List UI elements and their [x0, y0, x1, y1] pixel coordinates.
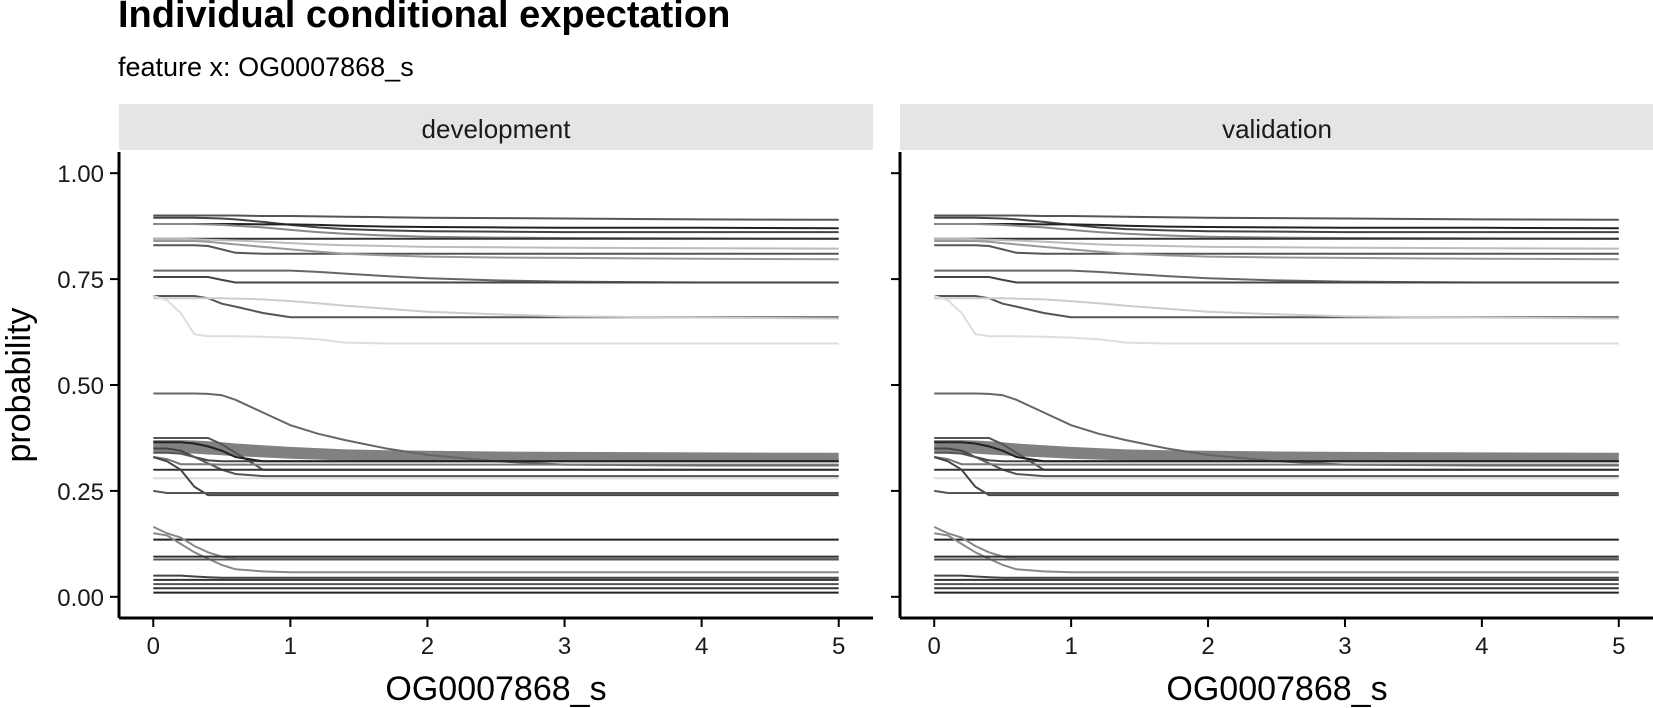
ice-line: [153, 392, 839, 467]
ice-line: [934, 441, 1619, 463]
y-tick-label: 0.75: [57, 267, 104, 294]
ice-line: [153, 237, 839, 250]
y-axis-ticks: 0.00 0.25 0.50 0.75 1.00: [57, 161, 119, 612]
x-tick-label: 0: [147, 633, 160, 660]
y-tick-label: 0.00: [57, 585, 104, 612]
ice-line: [934, 574, 1619, 579]
ice-line: [153, 451, 839, 478]
x-tick-label: 3: [558, 633, 571, 660]
x-tick-label: 1: [284, 633, 297, 660]
ice-line: [934, 392, 1619, 467]
ice-line: [934, 451, 1619, 478]
ice-line: [153, 456, 839, 466]
ice-line: [934, 214, 1619, 221]
facet-strip-background: [900, 104, 1653, 150]
ice-line: [153, 214, 839, 221]
ice-line: [153, 441, 839, 463]
ice-line: [934, 240, 1619, 261]
x-tick-label: 0: [928, 633, 941, 660]
ice-line: [153, 223, 839, 240]
ice-line: [153, 532, 839, 574]
ice-line: [934, 244, 1619, 255]
facet-strip-label: development: [422, 114, 572, 144]
x-tick-label: 5: [1612, 633, 1625, 660]
ice-line: [152, 525, 839, 560]
facet-strip-background: [119, 104, 873, 150]
facet-marks: [933, 214, 1619, 594]
y-axis-ticks: [891, 172, 900, 598]
ice-line: [153, 276, 839, 284]
ice-line: [153, 244, 839, 255]
chart-subtitle: feature x: OG0007868_s: [118, 52, 414, 82]
ice-line: [153, 297, 839, 320]
ice-line: [153, 295, 839, 345]
ice-line: [933, 525, 1619, 560]
ice-line: [934, 489, 1619, 494]
ice-line: [153, 295, 839, 319]
ice-band: [153, 440, 839, 462]
facet-strip-label: validation: [1222, 114, 1332, 144]
x-tick-label: 5: [832, 633, 845, 660]
ice-line: [934, 297, 1619, 320]
ice-line: [153, 574, 839, 579]
ice-line: [934, 456, 1619, 466]
ice-line: [934, 532, 1619, 574]
x-tick-label: 4: [695, 633, 708, 660]
ice-line: [934, 237, 1619, 250]
y-tick-label: 1.00: [57, 161, 104, 188]
ice-band: [934, 440, 1619, 462]
ice-line: [153, 456, 839, 497]
ice-line: [153, 269, 839, 284]
x-tick-label: 3: [1338, 633, 1351, 660]
y-tick-label: 0.50: [57, 373, 104, 400]
x-axis-title: OG0007868_s: [385, 670, 606, 708]
x-axis-ticks: 0 1 2 3 4 5: [147, 618, 845, 660]
ice-line: [934, 223, 1619, 240]
ice-line: [933, 456, 1619, 497]
ice-line: [153, 240, 839, 261]
facet-validation: validation 0 1 2 3 4 5 OG0007868_s: [891, 104, 1653, 708]
x-tick-label: 2: [1201, 633, 1214, 660]
x-tick-label: 4: [1475, 633, 1488, 660]
x-axis-ticks: 0 1 2 3 4 5: [928, 618, 1625, 660]
y-tick-label: 0.25: [57, 479, 104, 506]
y-axis-title: probability: [0, 308, 38, 463]
ice-line: [934, 295, 1619, 319]
ice-line: [933, 295, 1619, 345]
x-axis-title: OG0007868_s: [1166, 670, 1387, 708]
ice-line: [934, 276, 1619, 284]
chart-title: Individual conditional expectation: [118, 0, 731, 36]
x-tick-label: 1: [1064, 633, 1077, 660]
ice-line: [153, 489, 839, 494]
x-tick-label: 2: [421, 633, 434, 660]
facet-marks: [152, 214, 839, 594]
ice-line: [934, 269, 1619, 284]
